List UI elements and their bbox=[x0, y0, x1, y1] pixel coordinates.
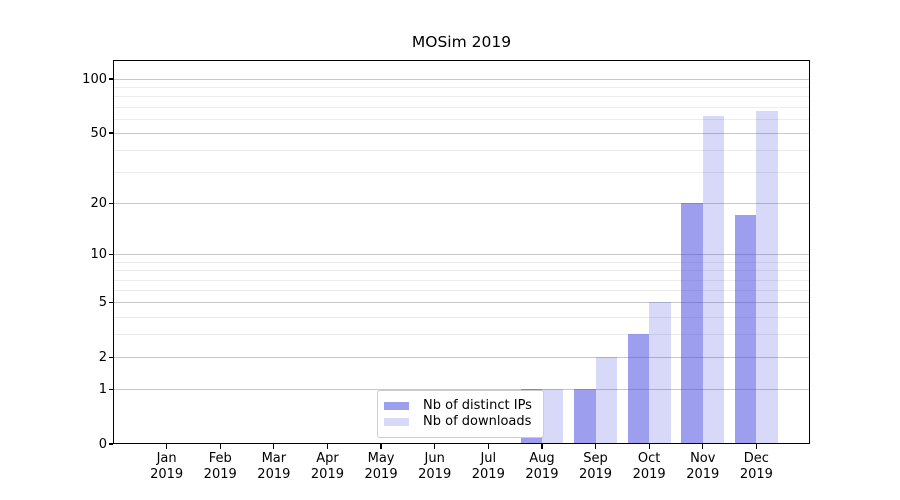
y-gridline-minor bbox=[113, 261, 810, 263]
x-tick-mark bbox=[166, 444, 168, 449]
y-gridline-major bbox=[113, 133, 810, 135]
legend-label-distinct-ips: Nb of distinct IPs bbox=[423, 398, 532, 413]
bar-distinct-ips bbox=[574, 389, 596, 444]
y-gridline-major bbox=[113, 389, 810, 391]
legend-swatch-downloads bbox=[384, 417, 409, 427]
x-tick-label: Jul 2019 bbox=[471, 451, 505, 482]
bar-downloads bbox=[702, 116, 725, 444]
y-gridline-major bbox=[113, 203, 810, 205]
plot-area bbox=[113, 60, 810, 444]
y-tick-mark bbox=[108, 253, 113, 255]
y-tick-mark bbox=[108, 132, 113, 134]
y-gridline-major bbox=[113, 254, 810, 256]
y-tick-mark bbox=[108, 388, 113, 390]
x-tick-mark bbox=[380, 444, 382, 449]
legend-label-downloads: Nb of downloads bbox=[423, 414, 532, 429]
legend-item-downloads: Nb of downloads bbox=[384, 414, 535, 430]
x-tick-mark bbox=[273, 444, 275, 449]
x-tick-label: Jan 2019 bbox=[150, 451, 184, 482]
y-tick-mark bbox=[108, 78, 113, 80]
y-tick-label: 2 bbox=[98, 349, 107, 365]
x-tick-label: Apr 2019 bbox=[310, 451, 344, 482]
x-tick-label: Jun 2019 bbox=[418, 451, 452, 482]
y-gridline-major bbox=[113, 302, 810, 304]
x-tick-mark bbox=[487, 444, 489, 449]
legend-swatch-distinct-ips bbox=[384, 401, 409, 411]
x-tick-label: Oct 2019 bbox=[632, 451, 666, 482]
y-tick-mark bbox=[108, 202, 113, 204]
y-tick-label: 5 bbox=[98, 294, 107, 310]
y-tick-mark bbox=[108, 301, 113, 303]
x-tick-mark bbox=[702, 444, 704, 449]
x-tick-label: Mar 2019 bbox=[257, 451, 291, 482]
y-gridline-minor bbox=[113, 290, 810, 292]
x-tick-mark bbox=[541, 444, 543, 449]
x-tick-label: Dec 2019 bbox=[739, 451, 773, 482]
y-gridline-minor bbox=[113, 118, 810, 120]
y-gridline-minor bbox=[113, 87, 810, 89]
bar-downloads bbox=[649, 302, 671, 444]
y-tick-label: 50 bbox=[90, 125, 107, 141]
y-gridline-major bbox=[113, 357, 810, 359]
bar-downloads bbox=[595, 357, 617, 444]
x-tick-mark bbox=[594, 444, 597, 449]
y-tick-label: 100 bbox=[82, 71, 107, 87]
bar-distinct-ips bbox=[627, 334, 650, 444]
y-gridline-minor bbox=[113, 279, 810, 281]
y-tick-mark bbox=[108, 356, 113, 358]
y-tick-label: 0 bbox=[98, 436, 107, 452]
x-tick-mark bbox=[755, 444, 757, 449]
x-tick-mark bbox=[434, 444, 436, 449]
legend-item-distinct-ips: Nb of distinct IPs bbox=[384, 398, 535, 414]
y-tick-label: 1 bbox=[98, 381, 107, 397]
x-tick-mark bbox=[326, 444, 329, 449]
bar-distinct-ips bbox=[734, 215, 757, 444]
x-tick-label: May 2019 bbox=[364, 451, 398, 482]
y-gridline-minor bbox=[113, 316, 810, 318]
x-tick-mark bbox=[219, 444, 221, 449]
y-gridline-minor bbox=[113, 96, 810, 98]
x-tick-label: Sep 2019 bbox=[578, 451, 613, 482]
chart-title: MOSim 2019 bbox=[411, 33, 512, 51]
bar-distinct-ips bbox=[681, 203, 703, 444]
y-gridline-minor bbox=[113, 172, 810, 174]
x-tick-mark bbox=[648, 444, 650, 449]
y-tick-mark bbox=[108, 443, 113, 445]
y-gridline-minor bbox=[113, 106, 810, 108]
y-gridline-minor bbox=[113, 270, 810, 272]
y-gridline-major bbox=[113, 79, 810, 80]
x-tick-label: Feb 2019 bbox=[203, 451, 237, 482]
bar-downloads bbox=[541, 389, 564, 444]
x-tick-label: Aug 2019 bbox=[525, 451, 559, 482]
y-gridline-minor bbox=[113, 334, 810, 336]
y-tick-label: 10 bbox=[90, 246, 107, 262]
y-tick-label: 20 bbox=[90, 195, 107, 211]
x-tick-label: Nov 2019 bbox=[686, 451, 720, 482]
y-gridline-minor bbox=[113, 150, 810, 152]
bar-downloads bbox=[756, 111, 778, 444]
legend: Nb of distinct IPs Nb of downloads bbox=[377, 390, 544, 438]
